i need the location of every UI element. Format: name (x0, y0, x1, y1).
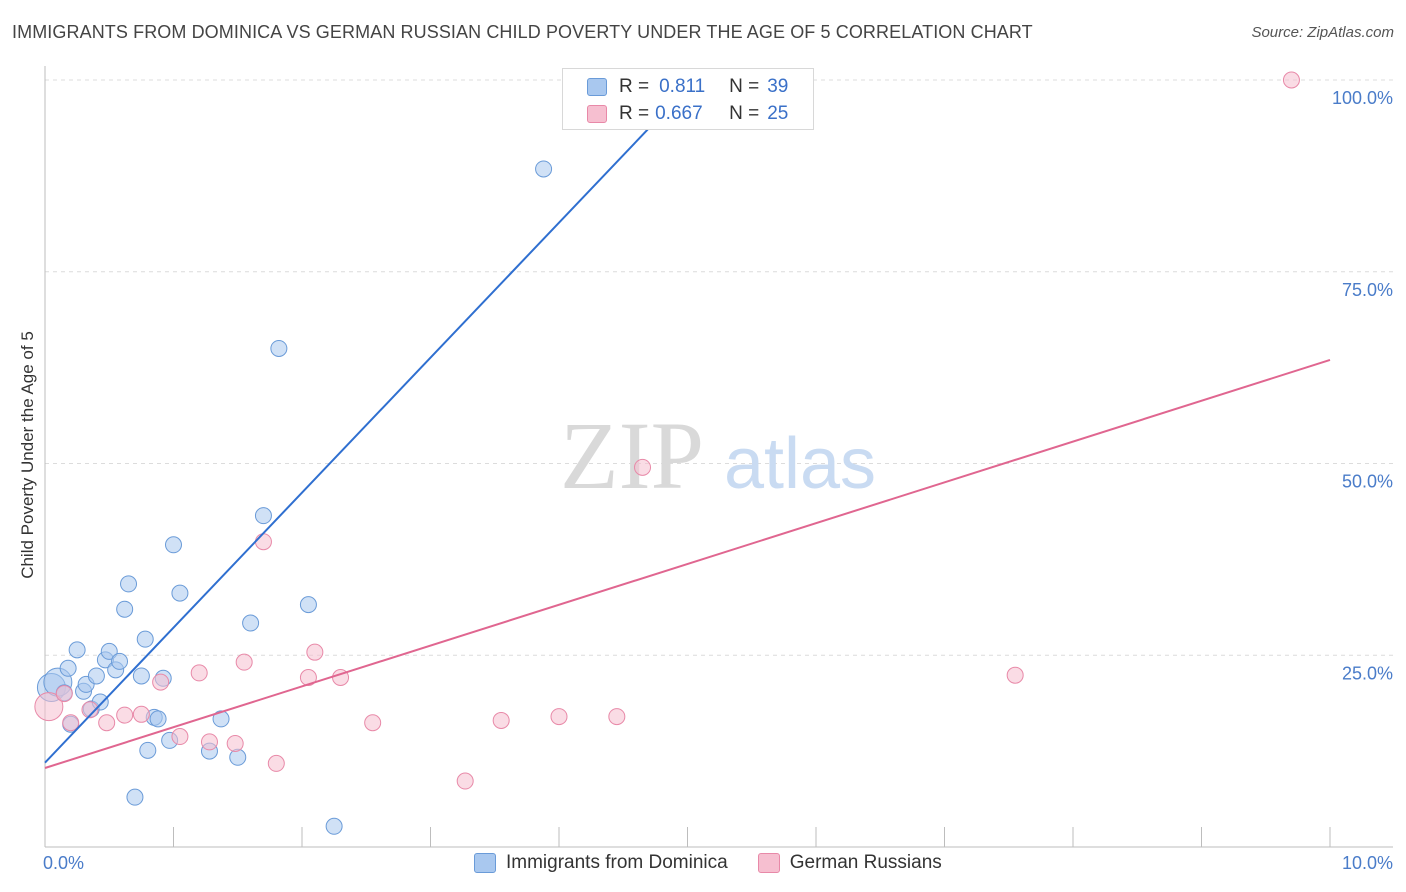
dominica-point (116, 600, 134, 618)
watermark-zip: ZIP (560, 402, 704, 509)
legend-label: German Russians (789, 852, 942, 873)
german-russian-point (550, 708, 568, 726)
german-russian-point (98, 714, 116, 732)
watermark: ZIP atlas (560, 402, 876, 509)
y-tick-label: 75.0% (1342, 280, 1393, 300)
n-value: 39 (767, 76, 789, 97)
trend-lines (44, 86, 1331, 769)
german-russian-point (62, 714, 80, 732)
german-russian-point (190, 664, 208, 682)
dominica-point (100, 642, 118, 660)
axes (44, 66, 1393, 848)
legend-item-dominica[interactable]: Immigrants from Dominica (474, 852, 728, 874)
legend-swatch-blue (587, 78, 607, 96)
dominica-point (59, 659, 77, 677)
german-russian-point (254, 533, 272, 551)
watermark-atlas: atlas (724, 424, 876, 504)
german-russian-point (492, 711, 510, 729)
german-russian-point (306, 643, 324, 661)
german-russian-point (132, 705, 150, 723)
german-russian-point (81, 701, 99, 719)
data-points (34, 71, 1300, 835)
german-russian-point (171, 728, 189, 746)
dominica-point (254, 507, 272, 525)
german-russian-point (200, 733, 218, 751)
r-label: R = (619, 76, 650, 97)
grid-lines (45, 79, 1393, 656)
dominica-point (535, 160, 553, 178)
r-value: 0.811 (659, 76, 706, 97)
dominica-point (171, 584, 189, 602)
source-label: Source: ZipAtlas.com (1251, 24, 1394, 41)
dominica-point (212, 710, 230, 728)
n-value: 25 (767, 103, 789, 124)
legend-swatch-pink (587, 105, 607, 123)
r-value: 0.667 (655, 103, 703, 124)
dominica-point (139, 741, 157, 759)
series-legend: Immigrants from Dominica German Russians (474, 852, 972, 874)
chart-title: IMMIGRANTS FROM DOMINICA VS GERMAN RUSSI… (12, 22, 1033, 42)
dominica-point (87, 667, 105, 685)
german-russian-point (34, 692, 64, 722)
legend-label: Immigrants from Dominica (506, 852, 728, 873)
y-tick-label: 25.0% (1342, 663, 1393, 683)
german-russian-point (456, 772, 474, 790)
german-russian-point (152, 673, 170, 691)
dominica-point (165, 536, 182, 554)
stats-legend: R = 0.811 N = 39 R = 0.667 N = 25 (562, 68, 814, 130)
stats-row-dominica: R = 0.811 N = 39 (587, 74, 788, 100)
y-tick-label: 50.0% (1342, 472, 1393, 492)
dominica-point (111, 652, 129, 670)
german-russian-point (608, 708, 626, 726)
german-russian-point (634, 458, 652, 476)
german-russian-point (267, 754, 285, 772)
dominica-point (325, 817, 343, 835)
german-russian-point (235, 653, 253, 671)
dominica-point (120, 575, 138, 593)
tick-labels: 25.0% 50.0% 75.0% 100.0% 0.0% 10.0% (43, 88, 1393, 873)
n-label: N = (729, 76, 760, 97)
dominica-point (149, 710, 167, 728)
german-russian-point (226, 734, 244, 752)
dominica-point (126, 788, 144, 806)
german-russian-trend-line (44, 359, 1331, 769)
german-russian-point (364, 714, 382, 732)
dominica-point (68, 641, 86, 659)
german-russian-point (55, 685, 73, 703)
stats-row-german-russian: R = 0.667 N = 25 (587, 101, 788, 127)
dominica-point (229, 748, 247, 766)
legend-item-german-russians[interactable]: German Russians (757, 852, 942, 874)
german-russian-point (1006, 666, 1024, 684)
german-russian-point (1282, 71, 1300, 89)
r-label: R = (619, 103, 650, 124)
dominica-point (132, 667, 150, 685)
dominica-point (270, 339, 288, 357)
x-tick-label: 0.0% (43, 853, 84, 873)
german-russian-point (299, 668, 317, 686)
dominica-point (242, 614, 260, 632)
legend-swatch-blue (474, 853, 496, 873)
german-russian-point (116, 706, 134, 724)
y-tick-label: 100.0% (1332, 88, 1393, 108)
dominica-trend-line (44, 86, 689, 764)
x-tick-label: 10.0% (1342, 853, 1393, 873)
n-label: N = (729, 103, 760, 124)
dominica-point (136, 630, 154, 648)
legend-swatch-pink (757, 853, 780, 873)
dominica-point (299, 596, 317, 614)
